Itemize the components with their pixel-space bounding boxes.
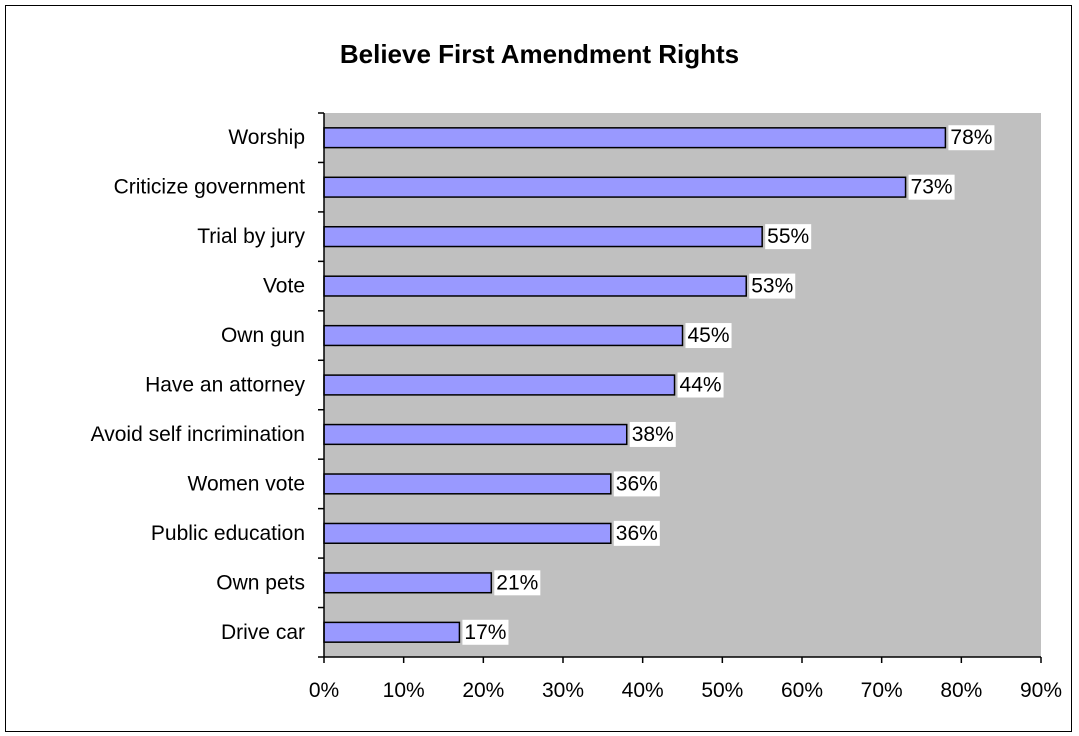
bar-drive-car xyxy=(323,621,461,643)
x-tick-label: 10% xyxy=(383,679,425,702)
data-label: 78% xyxy=(950,126,992,149)
bar-own-gun xyxy=(323,324,684,347)
bar-worship xyxy=(323,127,947,149)
x-tick-label: 30% xyxy=(542,679,584,702)
data-label-background xyxy=(462,619,509,645)
data-label-background xyxy=(677,372,724,398)
data-label-background xyxy=(685,323,732,349)
bar-trial-by-jury xyxy=(323,225,763,248)
data-label-background xyxy=(629,421,676,447)
x-tick-label: 40% xyxy=(622,679,664,702)
data-label: 44% xyxy=(680,374,722,397)
category-label: Women vote xyxy=(188,472,306,495)
bar-public-education xyxy=(323,522,612,545)
data-label-background xyxy=(765,224,812,250)
data-label: 45% xyxy=(688,324,730,347)
data-label: 36% xyxy=(616,522,658,545)
bar-have-an-attorney xyxy=(323,374,676,396)
category-label: Public education xyxy=(151,522,305,545)
bar-criticize-government xyxy=(323,176,907,198)
category-label: Avoid self incrimination xyxy=(91,423,305,446)
x-tick-label: 80% xyxy=(940,679,982,702)
x-tick-label: 70% xyxy=(861,679,903,702)
data-label: 53% xyxy=(751,275,793,298)
x-tick-label: 0% xyxy=(309,679,339,702)
bar-avoid-self-incrimination xyxy=(323,423,628,446)
category-label: Trial by jury xyxy=(197,225,305,248)
data-label-background xyxy=(749,273,796,299)
data-label: 21% xyxy=(496,571,538,594)
x-tick-label: 90% xyxy=(1020,679,1062,702)
data-label-background xyxy=(948,125,995,151)
x-tick-label: 60% xyxy=(781,679,823,702)
data-label-background xyxy=(908,174,955,200)
category-label: Own gun xyxy=(221,324,305,347)
data-label-background xyxy=(613,520,660,546)
data-label: 55% xyxy=(767,225,809,248)
data-label: 73% xyxy=(911,176,953,199)
data-label: 36% xyxy=(616,472,658,495)
x-tick-label: 50% xyxy=(701,679,743,702)
category-label: Have an attorney xyxy=(145,374,305,397)
category-label: Own pets xyxy=(216,571,305,594)
bar-vote xyxy=(323,275,747,297)
bar-own-pets xyxy=(323,572,493,594)
data-label-background xyxy=(494,570,541,596)
category-label: Vote xyxy=(263,275,305,298)
data-label-background xyxy=(613,471,660,497)
x-tick-label: 20% xyxy=(462,679,504,702)
bar-women-vote xyxy=(323,473,612,495)
data-label: 17% xyxy=(464,621,506,644)
data-label: 38% xyxy=(632,423,674,446)
category-label: Drive car xyxy=(221,621,305,644)
category-label: Worship xyxy=(228,126,305,149)
chart-title: Believe First Amendment Rights xyxy=(339,39,740,69)
category-label: Criticize government xyxy=(114,176,306,199)
